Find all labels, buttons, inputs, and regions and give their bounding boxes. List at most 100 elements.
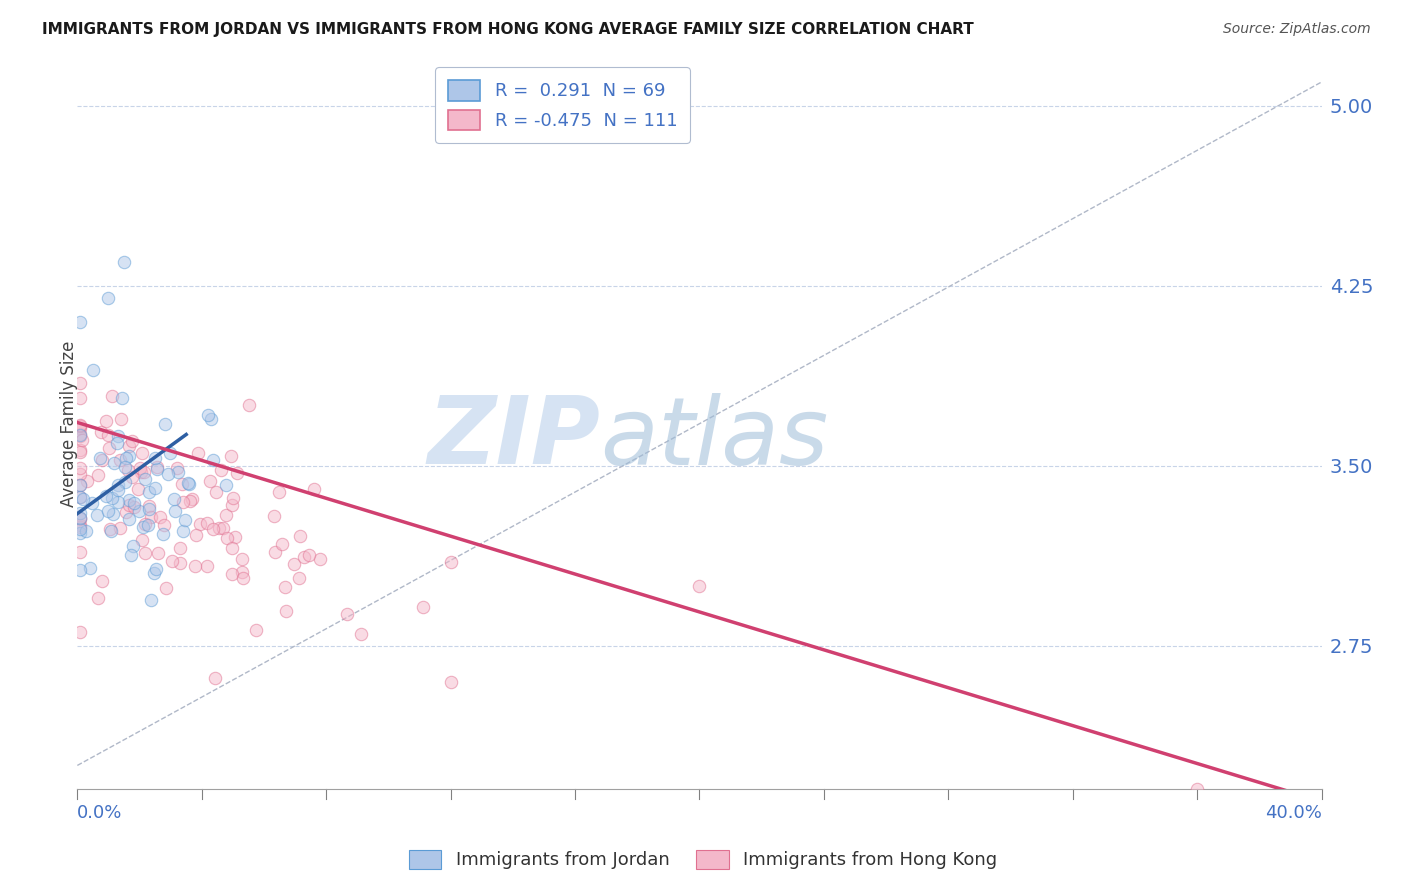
Text: atlas: atlas — [600, 392, 828, 483]
Point — [90, 452, 112, 467]
Point — [231, 566, 253, 580]
Point — [134, 465, 156, 479]
Point — [302, 482, 325, 496]
Point — [118, 498, 141, 512]
Point — [152, 527, 174, 541]
Point — [136, 518, 159, 533]
Point — [138, 484, 160, 499]
Point — [94, 489, 117, 503]
Point — [308, 551, 330, 566]
Point — [138, 499, 160, 513]
Point — [288, 529, 311, 543]
Point — [283, 557, 305, 571]
Point — [292, 549, 315, 564]
Point — [112, 255, 135, 269]
Point — [118, 511, 141, 525]
Point — [209, 462, 232, 476]
Point — [97, 504, 120, 518]
Point — [134, 473, 156, 487]
Point — [90, 425, 112, 439]
Point — [440, 674, 463, 689]
Point — [146, 461, 169, 475]
Point — [172, 495, 194, 509]
Point — [195, 559, 218, 574]
Point — [69, 477, 91, 491]
Point — [87, 468, 110, 483]
Point — [188, 516, 211, 531]
Point — [131, 446, 153, 460]
Point — [69, 460, 91, 475]
Point — [263, 509, 285, 524]
Point — [187, 446, 209, 460]
Point — [69, 517, 91, 532]
Point — [288, 571, 311, 585]
Point — [226, 466, 249, 480]
Point — [69, 419, 91, 434]
Point — [224, 530, 246, 544]
Point — [69, 427, 91, 442]
Point — [70, 433, 93, 447]
Point — [69, 376, 91, 391]
Legend: Immigrants from Jordan, Immigrants from Hong Kong: Immigrants from Jordan, Immigrants from … — [399, 841, 1007, 879]
Point — [120, 548, 142, 562]
Point — [138, 502, 160, 516]
Point — [79, 561, 101, 575]
Point — [231, 551, 253, 566]
Text: Source: ZipAtlas.com: Source: ZipAtlas.com — [1223, 22, 1371, 37]
Point — [107, 494, 129, 508]
Point — [197, 408, 219, 422]
Point — [127, 483, 149, 497]
Point — [163, 492, 186, 507]
Point — [122, 539, 145, 553]
Point — [121, 470, 143, 484]
Point — [180, 491, 202, 506]
Point — [166, 461, 188, 475]
Text: 0.0%: 0.0% — [77, 804, 122, 822]
Point — [69, 520, 91, 534]
Point — [69, 522, 91, 536]
Point — [110, 520, 132, 534]
Point — [219, 450, 242, 464]
Point — [200, 474, 222, 488]
Point — [167, 465, 190, 479]
Point — [160, 554, 183, 568]
Point — [184, 528, 207, 542]
Point — [159, 446, 181, 460]
Point — [107, 478, 129, 492]
Point — [145, 562, 167, 576]
Point — [1187, 782, 1209, 797]
Point — [201, 522, 224, 536]
Point — [69, 467, 91, 481]
Point — [69, 491, 91, 505]
Point — [143, 566, 166, 580]
Point — [87, 591, 110, 606]
Point — [97, 291, 120, 305]
Point — [69, 506, 91, 520]
Point — [82, 363, 104, 377]
Point — [72, 491, 94, 506]
Point — [202, 452, 225, 467]
Point — [101, 389, 124, 403]
Point — [197, 516, 219, 530]
Point — [146, 460, 169, 475]
Point — [76, 474, 98, 488]
Point — [128, 504, 150, 518]
Point — [69, 417, 91, 432]
Point — [143, 450, 166, 465]
Point — [122, 495, 145, 509]
Point — [121, 434, 143, 448]
Point — [69, 421, 91, 435]
Point — [118, 439, 141, 453]
Point — [69, 511, 91, 525]
Point — [271, 537, 294, 551]
Point — [75, 524, 97, 538]
Point — [146, 546, 169, 560]
Point — [103, 457, 125, 471]
Point — [69, 510, 91, 524]
Point — [69, 315, 91, 329]
Point — [215, 477, 238, 491]
Point — [221, 566, 243, 581]
Point — [221, 541, 243, 555]
Point — [115, 451, 138, 466]
Point — [208, 521, 231, 535]
